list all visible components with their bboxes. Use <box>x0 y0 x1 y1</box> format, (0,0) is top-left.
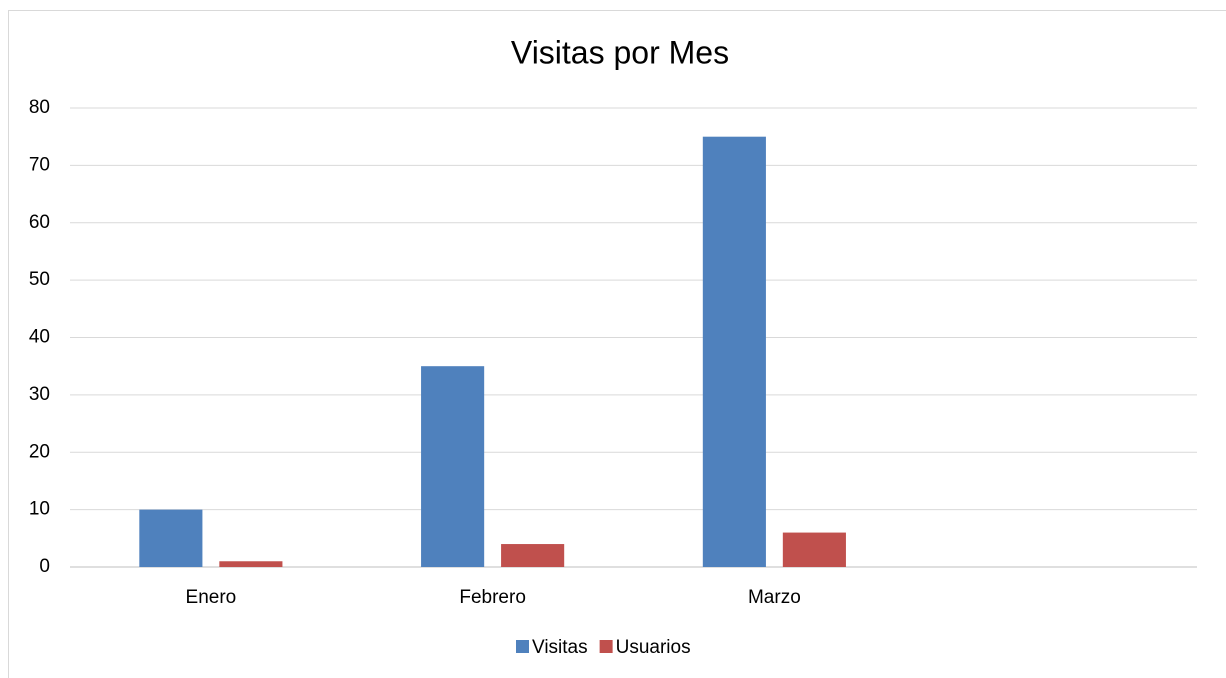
bar <box>501 544 565 567</box>
y-tick-label: 80 <box>29 97 50 118</box>
bar <box>139 509 203 567</box>
y-tick-label: 0 <box>39 556 50 577</box>
chart-title: Visitas por Mes <box>511 34 729 70</box>
x-tick-label: Enero <box>186 587 237 608</box>
y-tick-label: 50 <box>29 269 50 290</box>
y-tick-label: 30 <box>29 384 50 405</box>
y-tick-label: 40 <box>29 327 50 348</box>
bar <box>782 532 846 567</box>
chart-frame <box>8 10 1226 678</box>
bar <box>421 366 485 567</box>
bar <box>219 561 283 567</box>
x-tick-label: Febrero <box>459 587 526 608</box>
x-tick-label: Marzo <box>748 587 801 608</box>
y-tick-label: 20 <box>29 441 50 462</box>
legend-swatch <box>599 640 613 653</box>
legend-label: Visitas <box>532 637 588 658</box>
y-tick-label: 70 <box>29 154 50 175</box>
bar <box>702 136 766 567</box>
y-tick-label: 10 <box>29 499 50 520</box>
legend-label: Usuarios <box>616 637 691 658</box>
y-tick-label: 60 <box>29 212 50 233</box>
legend-swatch <box>516 640 529 653</box>
